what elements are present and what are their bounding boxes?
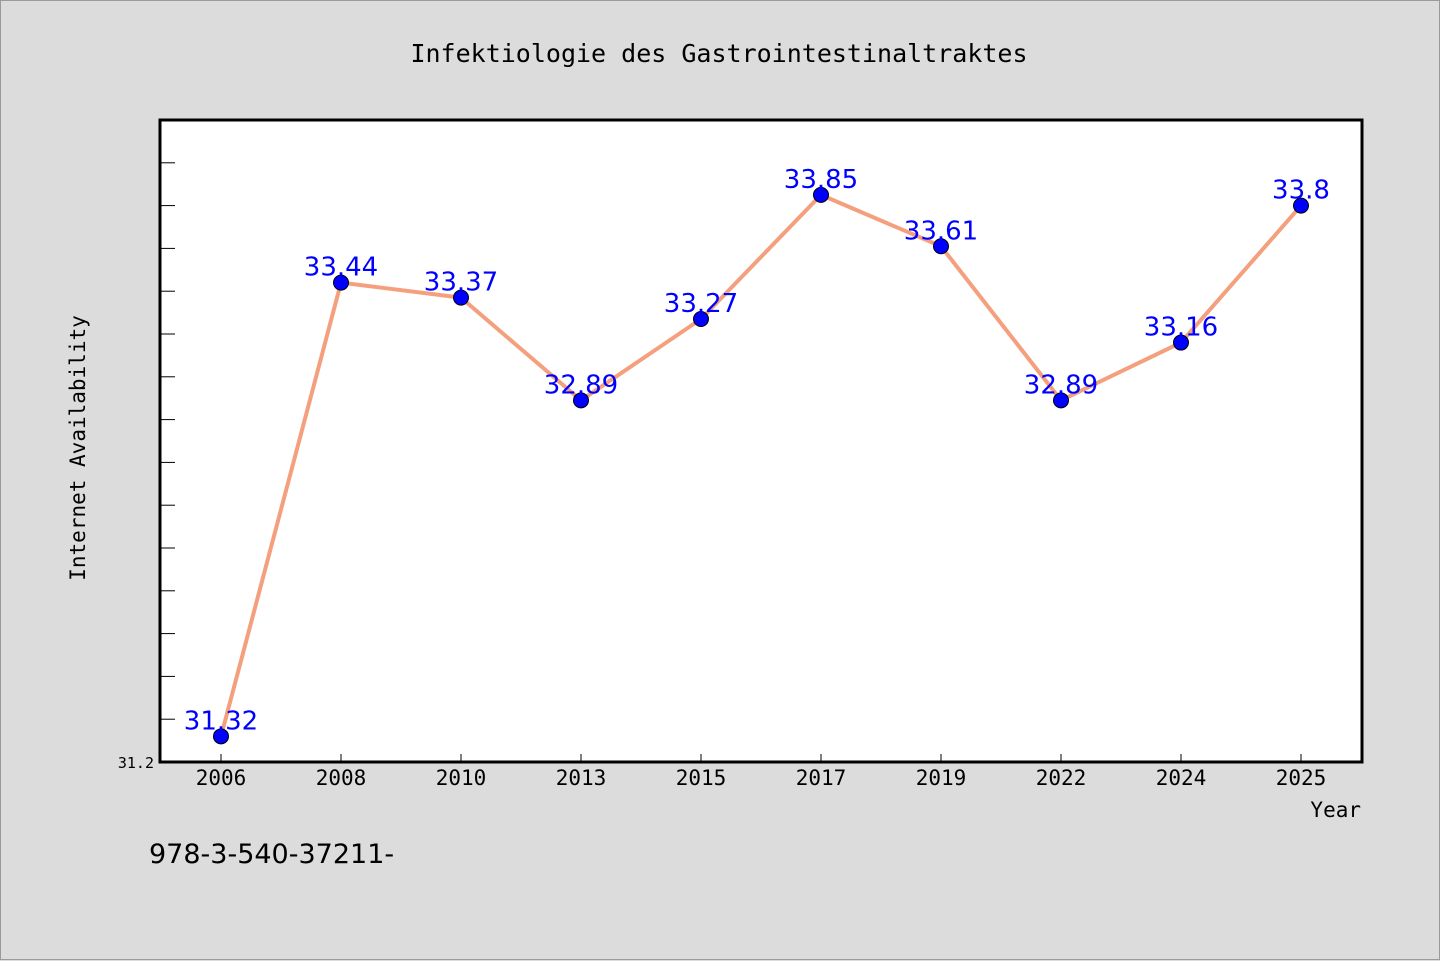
x-tick-label: 2010 — [436, 766, 487, 790]
data-point — [333, 274, 349, 291]
data-point — [213, 728, 229, 745]
x-tick-label: 2015 — [676, 766, 727, 790]
x-tick-label: 2022 — [1036, 766, 1087, 790]
x-tick-label: 2013 — [556, 766, 607, 790]
footer-isbn-text: 978-3-540-37211- — [149, 839, 394, 870]
data-label: 31.32 — [184, 706, 258, 736]
data-label: 32.89 — [1024, 370, 1098, 400]
data-label: 32.89 — [544, 370, 618, 400]
x-tick-label: 2024 — [1156, 766, 1207, 790]
data-label: 33.16 — [1144, 313, 1218, 343]
chart-title: Infektiologie des Gastrointestinaltrakte… — [410, 39, 1027, 68]
data-point — [813, 186, 829, 203]
data-point — [1173, 334, 1189, 351]
y-axis-tick-labels: 31.2 — [118, 754, 154, 772]
x-axis-tick-labels: 2006 2008 2010 2013 2015 2017 2019 2022 2024 2025 — [196, 754, 1327, 790]
data-label: 33.44 — [304, 253, 378, 283]
data-label: 33.27 — [664, 289, 738, 319]
series-internet-availability: 31.32 33.44 33.37 32.89 33.27 33.85 33.61 32.89… — [184, 165, 1330, 745]
x-tick-label: 2008 — [316, 766, 367, 790]
data-point — [453, 289, 469, 306]
data-label: 33.8 — [1272, 176, 1330, 206]
x-tick-label: 2006 — [196, 766, 247, 790]
data-point — [573, 392, 589, 409]
data-point — [933, 238, 949, 255]
data-label: 33.37 — [424, 268, 498, 298]
y-axis-ticks — [160, 162, 175, 720]
x-axis-label: Year — [1310, 798, 1361, 822]
data-point — [1053, 392, 1069, 409]
data-point — [1293, 197, 1309, 214]
y-tick-label: 31.2 — [118, 754, 154, 772]
plot-area — [158, 118, 1364, 764]
x-tick-label: 2017 — [796, 766, 847, 790]
data-label: 33.85 — [784, 165, 858, 195]
x-tick-label: 2019 — [916, 766, 967, 790]
x-tick-label: 2025 — [1276, 766, 1327, 790]
data-point — [693, 311, 709, 328]
series-line — [219, 192, 1303, 737]
y-axis-label: Internet Availability — [66, 315, 90, 581]
data-label: 33.61 — [904, 216, 978, 246]
